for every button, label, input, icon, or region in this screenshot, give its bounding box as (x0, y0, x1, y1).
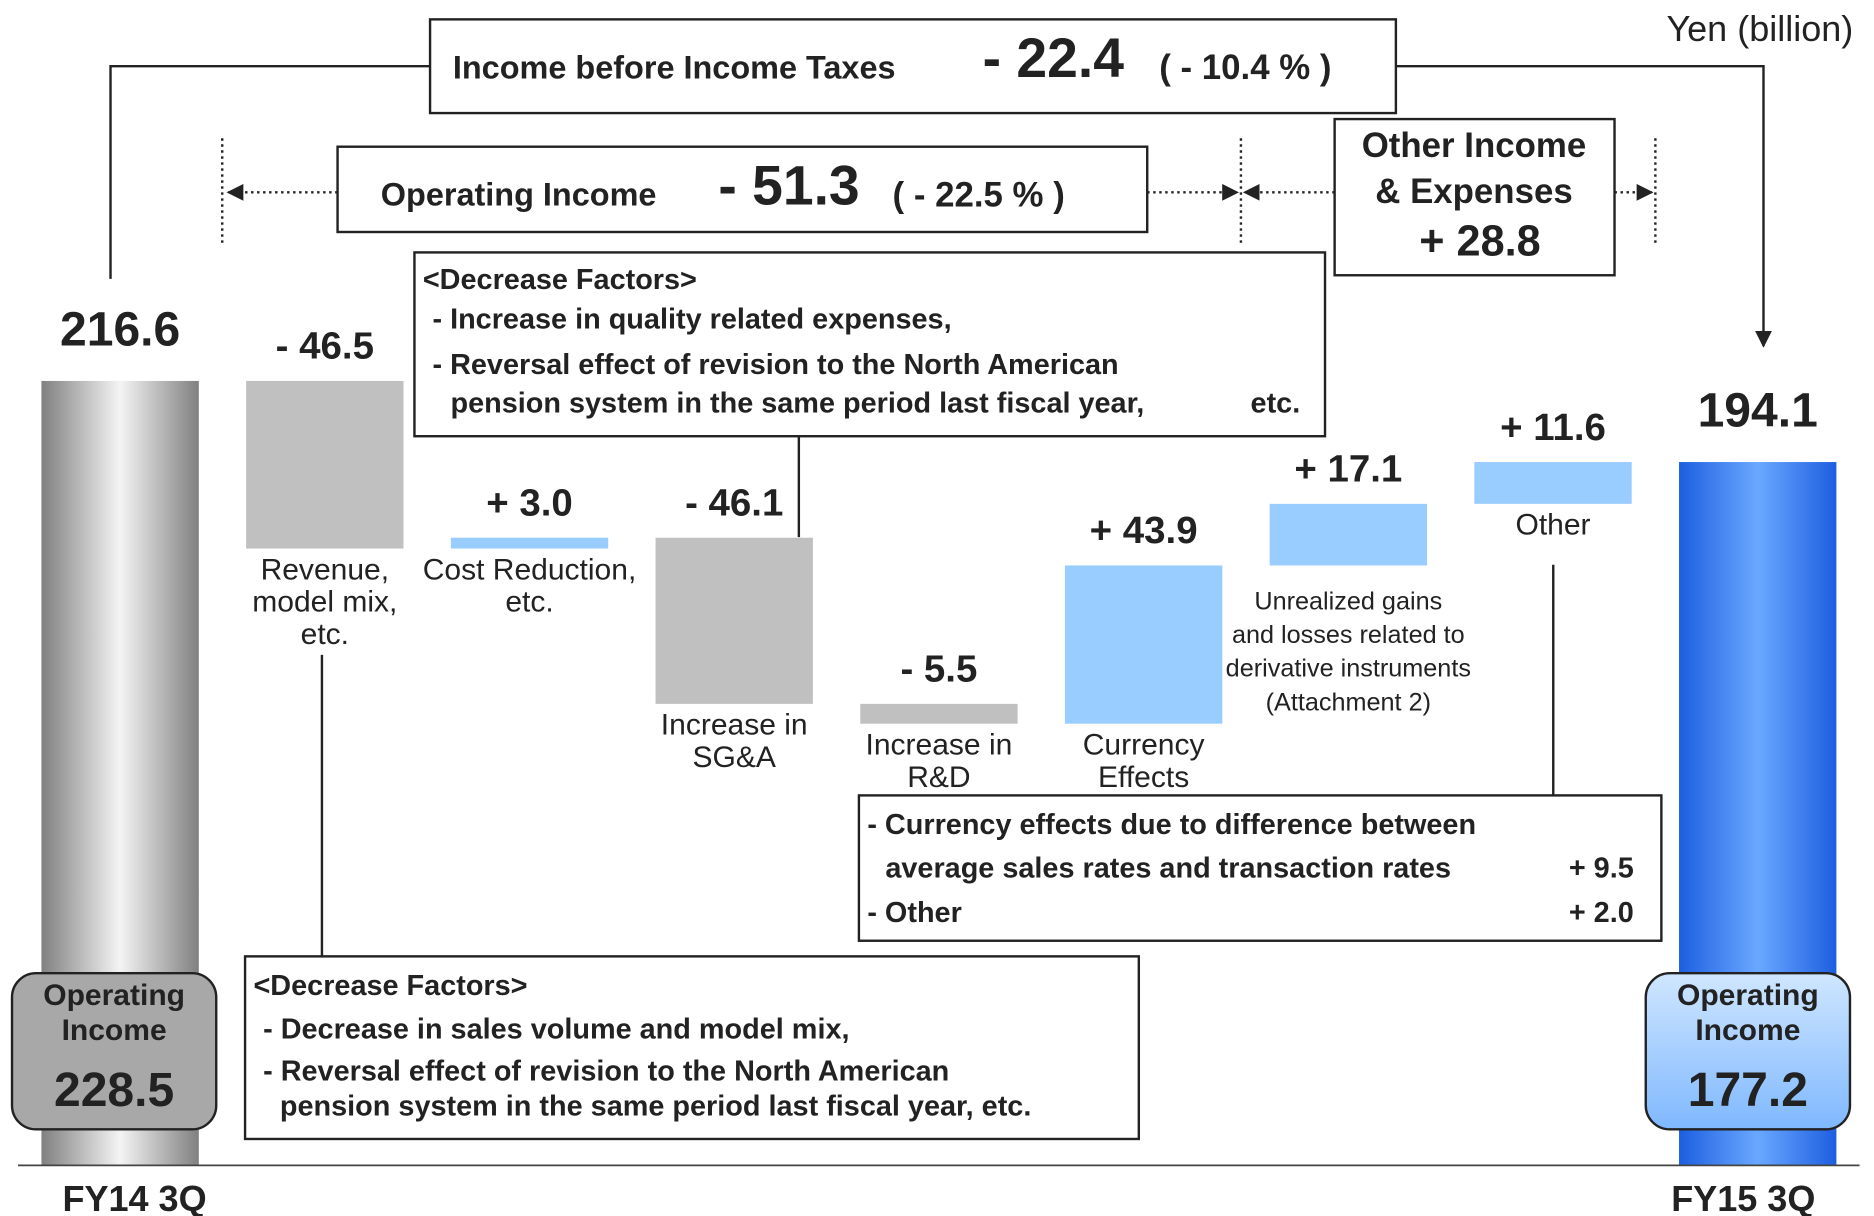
summary-box (336, 145, 1149, 234)
badge (10, 971, 218, 1131)
summary-change: - 51.3 (718, 155, 859, 217)
note-line: - Decrease in sales volume and model mix… (263, 1013, 849, 1045)
category-label: etc. (505, 586, 553, 619)
summary-box (1333, 117, 1616, 277)
summary-box (428, 18, 1398, 115)
category-label: R&D (907, 761, 970, 794)
summary-percent: ( - 22.5 % ) (893, 175, 1065, 214)
decrease-bar (860, 703, 1018, 724)
decrease-bar (246, 380, 404, 549)
note-title: <Decrease Factors> (423, 264, 697, 296)
category-label: Revenue, (261, 553, 390, 586)
summary-percent: ( - 10.4 % ) (1159, 48, 1331, 87)
badge-value: 228.5 (54, 1064, 174, 1117)
category-label: and losses related to (1232, 621, 1465, 649)
category-label: Effects (1098, 761, 1189, 794)
category-label: SG&A (693, 741, 776, 774)
category-label: Increase in (866, 728, 1013, 761)
increase-bar (1064, 565, 1223, 724)
value-label: + 3.0 (486, 481, 573, 524)
summary-label: Income before Income Taxes (453, 49, 896, 85)
badge-title: Operating (43, 979, 185, 1012)
value-label: - 46.1 (685, 481, 783, 524)
note-value: + 2.0 (1569, 897, 1634, 929)
note-line: - Currency effects due to difference bet… (867, 809, 1476, 841)
unit-label: Yen (billion) (1666, 8, 1853, 49)
increase-bar (1269, 503, 1428, 566)
summary-label: Other Income (1362, 126, 1587, 165)
category-label: (Attachment 2) (1266, 688, 1431, 716)
category-label: etc. (301, 618, 349, 651)
connector (109, 65, 431, 279)
category-label: Currency (1083, 728, 1205, 761)
category-label: Unrealized gains (1254, 587, 1442, 615)
category-label: model mix, (252, 586, 397, 619)
increase-bar (1474, 462, 1632, 504)
x-label: FY15 3Q (1671, 1178, 1815, 1216)
badge (1644, 971, 1852, 1131)
value-label: - 5.5 (900, 648, 977, 691)
note-title: <Decrease Factors> (253, 970, 527, 1002)
connector (1395, 65, 1772, 348)
summary-label: Operating Income (381, 177, 657, 213)
value-label: + 17.1 (1294, 448, 1402, 491)
value-label: + 11.6 (1500, 406, 1606, 449)
badge-value: 177.2 (1688, 1064, 1808, 1117)
note-box (243, 955, 1141, 1141)
note-box (413, 251, 1327, 438)
increase-bar (450, 537, 609, 549)
note-line: - Reversal effect of revision to the Nor… (263, 1056, 949, 1088)
category-label: Other (1515, 509, 1590, 542)
summary-label: & Expenses (1375, 172, 1572, 211)
category-label: Increase in (661, 709, 808, 742)
badge-title: Income (1695, 1014, 1800, 1047)
divider (221, 138, 1657, 247)
category-label: derivative instruments (1226, 655, 1471, 683)
note-line: - Reversal effect of revision to the Nor… (432, 349, 1118, 381)
note-line: - Increase in quality related expenses, (432, 304, 951, 336)
summary-change: + 28.8 (1419, 217, 1540, 265)
badge-title: Income (62, 1014, 167, 1047)
note-line: pension system in the same period last f… (280, 1090, 1031, 1122)
decrease-bar (655, 537, 813, 704)
total-label: 194.1 (1698, 385, 1818, 438)
note-line: average sales rates and transaction rate… (885, 852, 1451, 884)
category-label: Cost Reduction, (423, 553, 637, 586)
note-value: + 9.5 (1569, 852, 1634, 884)
summary-change: - 22.4 (983, 27, 1125, 89)
value-label: - 46.5 (276, 325, 374, 368)
value-label: + 43.9 (1090, 509, 1198, 552)
x-label: FY14 3Q (62, 1178, 206, 1216)
badge-title: Operating (1677, 979, 1819, 1012)
note-line: etc. (1251, 388, 1301, 420)
note-box (857, 794, 1663, 942)
note-line: pension system in the same period last f… (450, 388, 1144, 420)
total-label: 216.6 (60, 304, 180, 357)
note-line: - Other (867, 897, 962, 929)
